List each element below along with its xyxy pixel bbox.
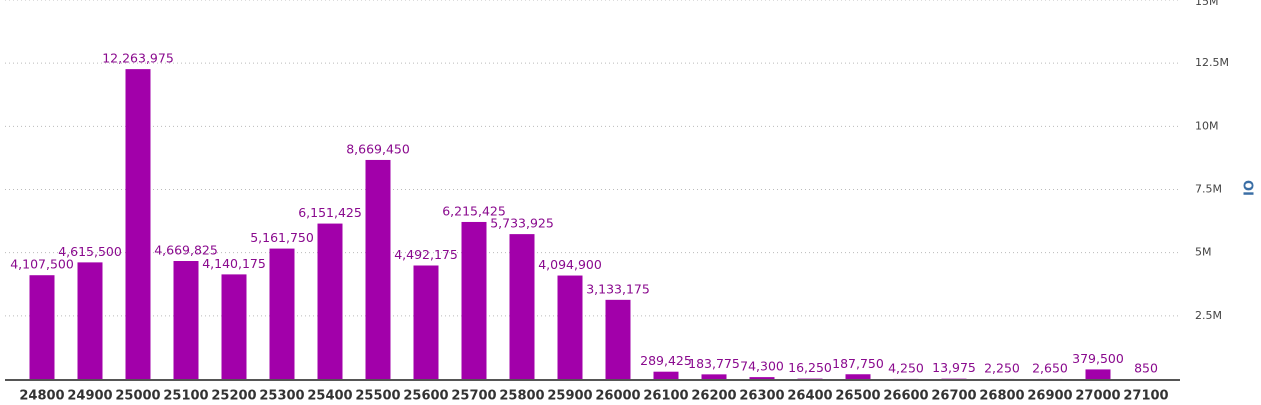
value-label: 4,492,175 bbox=[394, 247, 458, 262]
value-label: 5,733,925 bbox=[490, 216, 554, 231]
bar bbox=[173, 261, 199, 379]
value-label: 379,500 bbox=[1072, 351, 1124, 366]
x-tick-label: 24900 bbox=[67, 389, 112, 404]
value-label: 289,425 bbox=[640, 353, 692, 368]
x-tick-label: 26500 bbox=[835, 389, 880, 404]
y-tick-label: 5M bbox=[1195, 246, 1212, 259]
value-label: 5,161,750 bbox=[250, 230, 314, 245]
value-label: 187,750 bbox=[832, 356, 884, 371]
x-tick-label: 26900 bbox=[1027, 389, 1072, 404]
value-label: 13,975 bbox=[932, 360, 976, 375]
value-label: 2,650 bbox=[1032, 360, 1068, 375]
bar bbox=[845, 374, 871, 379]
x-tick-label: 26800 bbox=[979, 389, 1024, 404]
y-tick-label: 10M bbox=[1195, 119, 1219, 132]
value-label: 183,775 bbox=[688, 356, 740, 371]
bar bbox=[557, 275, 583, 379]
x-tick-label: 24800 bbox=[19, 389, 64, 404]
x-tick-label: 26100 bbox=[643, 389, 688, 404]
bar bbox=[269, 248, 295, 379]
bar bbox=[509, 234, 535, 379]
value-label: 3,133,175 bbox=[586, 281, 650, 296]
value-label: 6,215,425 bbox=[442, 203, 506, 218]
x-tick-label: 26300 bbox=[739, 389, 784, 404]
x-tick-label: 25700 bbox=[451, 389, 496, 404]
x-tick-label: 25300 bbox=[259, 389, 304, 404]
value-label: 4,669,825 bbox=[154, 243, 218, 258]
overlay-box bbox=[555, 0, 727, 20]
y-tick-label: 12.5M bbox=[1195, 56, 1229, 69]
value-label: 6,151,425 bbox=[298, 205, 362, 220]
value-label: 2,250 bbox=[984, 360, 1020, 375]
y-tick-label: 7.5M bbox=[1195, 183, 1222, 196]
value-label: 4,107,500 bbox=[10, 257, 74, 272]
value-label: 74,300 bbox=[740, 359, 784, 374]
bar bbox=[29, 275, 55, 379]
x-tick-label: 27000 bbox=[1075, 389, 1120, 404]
x-tick-label: 27100 bbox=[1123, 389, 1168, 404]
y-tick-label: 15M bbox=[1195, 0, 1219, 8]
x-tick-label: 25200 bbox=[211, 389, 256, 404]
value-label: 4,140,175 bbox=[202, 256, 266, 271]
x-tick-label: 26600 bbox=[883, 389, 928, 404]
bar bbox=[701, 374, 727, 379]
value-label: 850 bbox=[1134, 360, 1158, 375]
x-tick-label: 25400 bbox=[307, 389, 352, 404]
x-tick-label: 25100 bbox=[163, 389, 208, 404]
x-tick-label: 25900 bbox=[547, 389, 592, 404]
bar bbox=[317, 223, 343, 379]
bar bbox=[749, 377, 775, 379]
value-label: 4,094,900 bbox=[538, 257, 602, 272]
bar bbox=[125, 69, 151, 379]
x-tick-label: 25000 bbox=[115, 389, 160, 404]
y-tick-label: 2.5M bbox=[1195, 309, 1222, 322]
x-tick-label: 26700 bbox=[931, 389, 976, 404]
value-label: 8,669,450 bbox=[346, 141, 410, 156]
bar bbox=[461, 221, 487, 379]
x-tick-label: 25800 bbox=[499, 389, 544, 404]
y-axis-title: OI bbox=[1240, 180, 1255, 196]
bar bbox=[77, 262, 103, 379]
bar bbox=[221, 274, 247, 379]
value-label: 4,250 bbox=[888, 360, 924, 375]
x-tick-label: 25500 bbox=[355, 389, 400, 404]
value-label: 4,615,500 bbox=[58, 244, 122, 259]
value-label: 16,250 bbox=[788, 360, 832, 375]
x-tick-label: 25600 bbox=[403, 389, 448, 404]
bar bbox=[1085, 369, 1111, 379]
bar bbox=[653, 371, 679, 379]
value-label: 12,263,975 bbox=[102, 51, 174, 66]
x-tick-label: 26400 bbox=[787, 389, 832, 404]
bar bbox=[365, 159, 391, 379]
x-tick-label: 26000 bbox=[595, 389, 640, 404]
x-tick-label: 26200 bbox=[691, 389, 736, 404]
bar bbox=[605, 299, 631, 379]
bar bbox=[413, 265, 439, 379]
